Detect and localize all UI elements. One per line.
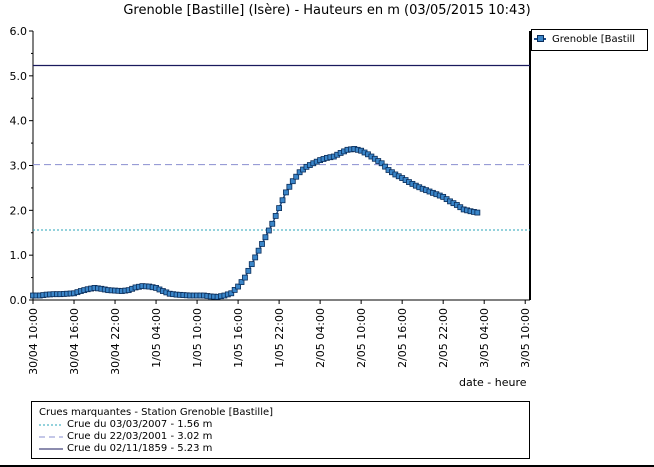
series-point	[272, 213, 279, 219]
reference-label-2007: Crue du 03/03/2007 - 1.56 m	[67, 419, 213, 430]
x-tick-label: 1/05 16:00	[232, 308, 245, 368]
series-point	[289, 178, 296, 185]
reference-box-title: Crues marquantes - Station Grenoble [Bas…	[39, 407, 274, 418]
series-point	[245, 267, 252, 274]
x-tick-label: 2/05 04:00	[314, 308, 327, 368]
series-point	[378, 160, 385, 167]
series-point	[283, 189, 289, 196]
y-tick-label: 4.0	[10, 115, 28, 128]
x-tick-label: 30/04 22:00	[109, 308, 122, 375]
x-tick-label: 30/04 10:00	[27, 308, 40, 375]
series-point	[276, 205, 283, 211]
chart-title: Grenoble [Bastille] (Isère) - Hauteurs e…	[123, 3, 531, 18]
x-tick-label: 1/05 10:00	[191, 308, 204, 368]
series-point	[235, 283, 241, 290]
reference-dotted-swatch	[39, 424, 63, 426]
series-point	[248, 261, 255, 268]
series-point	[262, 234, 269, 241]
x-tick-label: 1/05 22:00	[273, 308, 286, 368]
x-axis-label: date - heure	[459, 376, 527, 389]
reference-label-2001: Crue du 22/03/2001 - 3.02 m	[67, 431, 213, 442]
series-point	[228, 290, 235, 297]
reference-dashed-swatch	[39, 436, 63, 438]
x-tick-label: 3/05 10:00	[519, 308, 532, 368]
series-point	[265, 227, 272, 234]
series-point	[231, 287, 238, 293]
x-tick-label: 3/05 04:00	[478, 308, 491, 368]
plot-area: 0.0 1.0 2.0 3.0 4.0 5.0 6.0 30/04 10:00 30/04 16…	[10, 25, 533, 375]
series-point	[238, 279, 245, 285]
series-point	[293, 173, 300, 180]
series-point	[255, 247, 262, 254]
y-tick-label: 6.0	[10, 25, 28, 38]
y-tick-label: 3.0	[10, 160, 28, 173]
x-tick-label: 30/04 16:00	[68, 308, 81, 375]
y-tick-label: 5.0	[10, 70, 28, 83]
series-point	[279, 197, 286, 204]
y-tick-label: 0.0	[10, 294, 28, 307]
legend-series-label: Grenoble [Bastill	[552, 34, 636, 45]
x-tick-label: 2/05 10:00	[355, 308, 368, 368]
reference-solid-swatch	[39, 448, 63, 450]
series-point	[269, 220, 276, 227]
reference-box: Crues marquantes - Station Grenoble [Bas…	[31, 401, 530, 459]
series-point	[286, 183, 293, 190]
y-tick-label: 1.0	[10, 249, 28, 262]
series-point	[382, 163, 388, 170]
series-point	[474, 209, 481, 216]
series-point	[242, 274, 248, 281]
bottom-border	[0, 465, 654, 467]
series-point	[259, 241, 265, 247]
x-tick-label: 2/05 22:00	[437, 308, 450, 368]
legend-series-marker	[534, 35, 546, 42]
x-tick-label: 1/05 04:00	[150, 308, 163, 368]
reference-label-1859: Crue du 02/11/1859 - 5.23 m	[67, 443, 213, 454]
x-tick-label: 2/05 16:00	[396, 308, 409, 368]
y-tick-label: 2.0	[10, 204, 28, 217]
chart-legend: Grenoble [Bastill	[531, 29, 648, 51]
series-point	[252, 254, 259, 261]
series-line	[33, 148, 478, 298]
